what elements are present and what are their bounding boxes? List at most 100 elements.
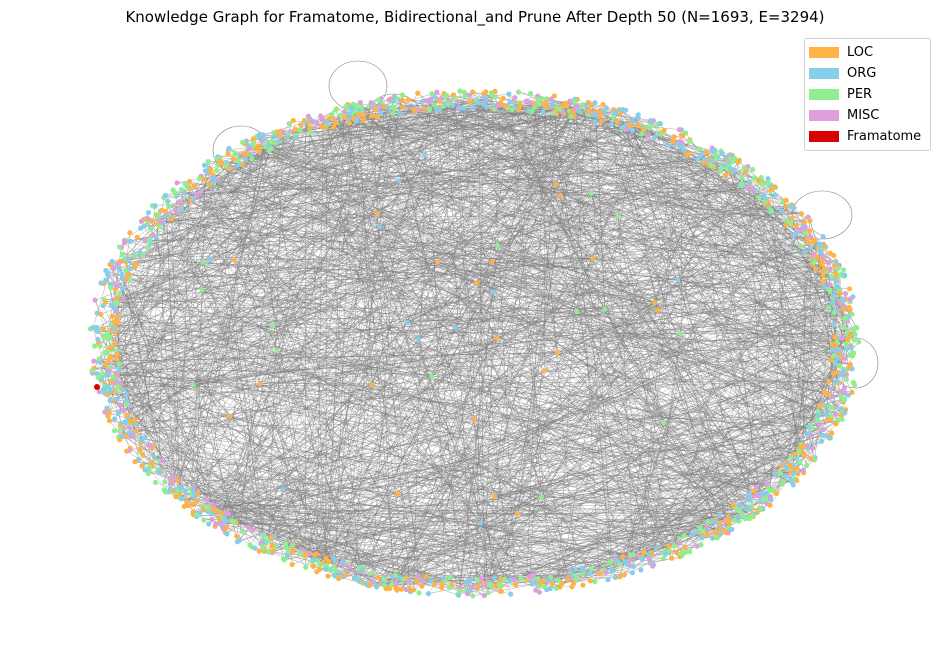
node <box>236 537 242 544</box>
node <box>439 581 445 587</box>
node <box>226 413 233 419</box>
node <box>739 174 745 180</box>
node <box>833 259 839 265</box>
node <box>500 95 506 101</box>
node <box>441 575 447 581</box>
node <box>157 469 163 475</box>
node <box>746 179 753 186</box>
node <box>586 570 593 576</box>
node <box>664 142 671 148</box>
node <box>124 275 130 281</box>
node <box>789 478 795 484</box>
node <box>112 416 118 422</box>
node <box>747 496 754 503</box>
node <box>797 459 803 465</box>
node <box>723 154 729 160</box>
node <box>415 90 421 96</box>
node <box>539 494 545 500</box>
node <box>592 119 599 125</box>
node <box>742 169 748 175</box>
node <box>390 110 396 116</box>
node <box>372 106 378 113</box>
node <box>117 291 123 298</box>
node <box>676 540 683 547</box>
node <box>615 213 621 219</box>
node <box>548 96 554 102</box>
legend-item-per: PER <box>809 84 924 105</box>
node <box>142 467 148 473</box>
node <box>119 251 125 257</box>
node <box>257 381 263 387</box>
node <box>120 285 126 291</box>
node <box>490 102 496 108</box>
node <box>369 113 375 119</box>
node <box>426 107 432 113</box>
node <box>527 574 533 580</box>
node <box>716 513 722 519</box>
node <box>773 490 780 497</box>
node <box>541 583 548 589</box>
node <box>173 494 179 500</box>
node <box>630 552 636 558</box>
node <box>529 581 535 587</box>
node <box>127 433 134 439</box>
node <box>134 234 140 240</box>
node <box>392 572 398 578</box>
node <box>197 189 203 195</box>
node <box>494 102 500 109</box>
node <box>765 180 771 186</box>
node <box>788 454 794 460</box>
node <box>750 513 756 519</box>
node <box>592 100 598 106</box>
node <box>103 277 109 283</box>
legend-item-framatome: Framatome <box>809 126 924 147</box>
node <box>369 570 375 576</box>
node <box>305 113 311 119</box>
node <box>387 586 393 592</box>
node <box>102 409 108 415</box>
node <box>271 130 277 136</box>
node <box>781 473 788 479</box>
node <box>162 489 168 495</box>
node <box>457 588 463 594</box>
node <box>190 488 196 494</box>
node <box>791 470 797 476</box>
node <box>185 502 191 509</box>
node <box>801 219 808 225</box>
node <box>722 172 729 178</box>
node <box>247 146 253 152</box>
node <box>750 187 756 193</box>
node <box>94 328 101 334</box>
node <box>842 291 849 297</box>
node <box>791 233 797 239</box>
node <box>396 178 402 184</box>
node <box>806 228 813 234</box>
node <box>200 506 206 512</box>
node <box>142 237 148 243</box>
node <box>689 532 695 538</box>
node <box>461 105 467 111</box>
node <box>434 89 440 95</box>
node <box>101 390 107 396</box>
node <box>247 542 253 548</box>
node <box>356 112 362 118</box>
node <box>145 471 151 477</box>
node <box>631 563 637 570</box>
node <box>331 556 337 562</box>
node <box>142 434 148 441</box>
node <box>332 573 338 579</box>
node <box>167 481 173 487</box>
node <box>498 583 504 589</box>
node <box>277 133 283 139</box>
node <box>763 481 769 487</box>
node <box>465 591 471 597</box>
node <box>395 491 401 497</box>
node <box>717 531 724 537</box>
node <box>573 576 579 582</box>
node <box>805 431 811 437</box>
node <box>393 580 399 587</box>
node <box>422 152 428 158</box>
node <box>118 380 124 386</box>
node <box>427 96 433 102</box>
node <box>697 525 703 531</box>
